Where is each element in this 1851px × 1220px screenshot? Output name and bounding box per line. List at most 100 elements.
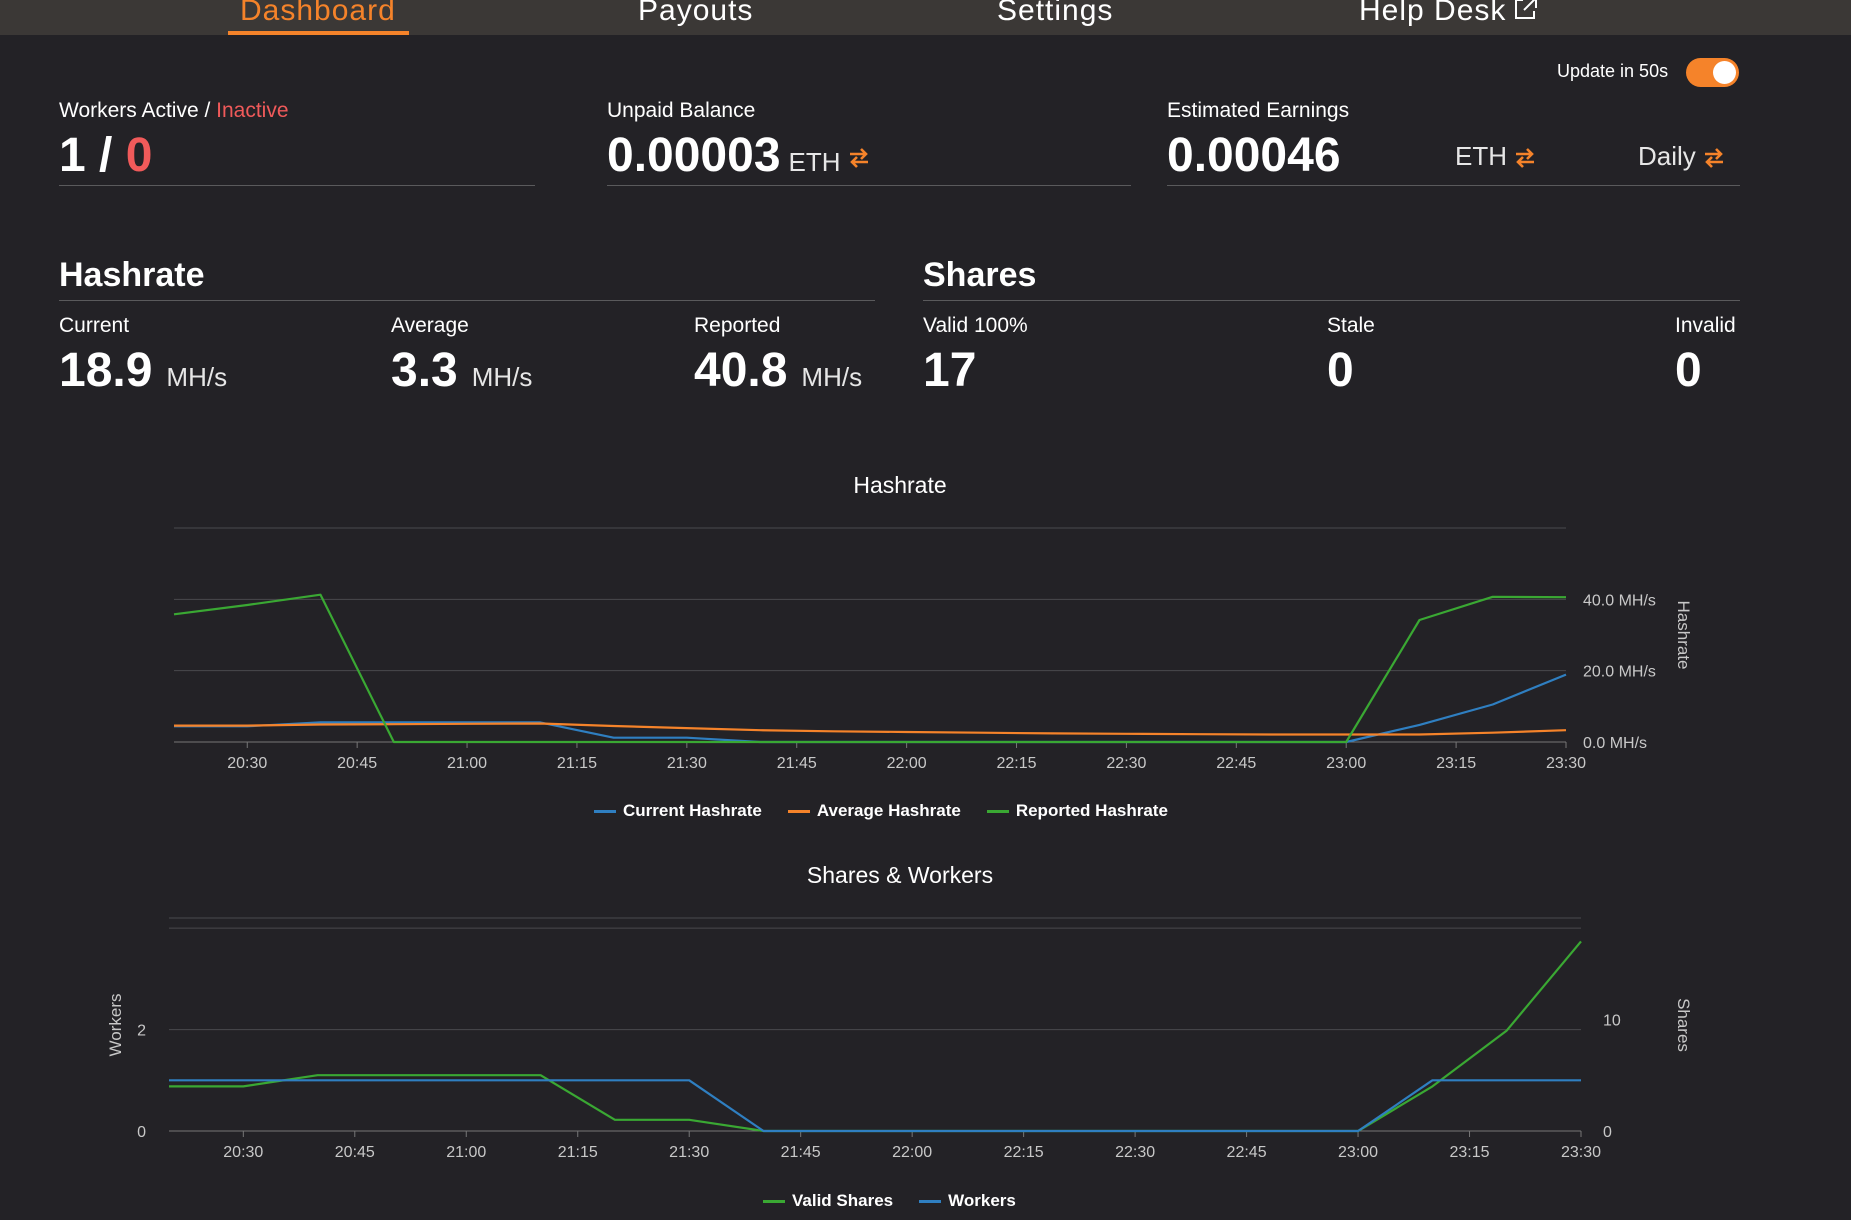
hashrate-chart-y-axis-label: Hashrate <box>1674 601 1693 670</box>
legend-swatch <box>986 809 1009 813</box>
shares-workers-chart-right-tick-label: 0 <box>1603 1124 1612 1141</box>
legend-item-workers[interactable]: Workers <box>919 1191 1016 1211</box>
average-hashrate-value: 3.3 MH/s <box>391 343 532 398</box>
swap-currency-icon <box>1516 148 1534 169</box>
valid-shares-value: 17 <box>923 344 977 397</box>
hashrate-chart-series-reported-hashrate <box>173 593 1567 744</box>
tab-settings[interactable]: Settings <box>997 0 1114 27</box>
hashrate-chart-y-tick-label: 40.0 MH/s <box>1583 592 1656 609</box>
invalid-shares-label: Invalid <box>1675 314 1736 337</box>
workers-value: 1 / 0 <box>59 128 152 183</box>
swap-currency-icon[interactable] <box>847 147 871 169</box>
legend-label: Workers <box>948 1191 1016 1210</box>
hashrate-chart-x-tick-label: 22:30 <box>1106 755 1146 772</box>
unpaid-balance-amount: 0.00003 <box>607 129 781 182</box>
shares-workers-chart-x-tick-label: 21:15 <box>558 1144 598 1161</box>
average-hashrate-label: Average <box>391 314 469 337</box>
active-tab-indicator <box>228 31 409 35</box>
legend-item-average-hashrate[interactable]: Average Hashrate <box>787 801 961 821</box>
hashrate-chart-x-tick-label: 23:30 <box>1546 755 1586 772</box>
shares-workers-chart-left-tick-label: 2 <box>137 1023 146 1040</box>
shares-workers-chart-left-tick-label: 0 <box>137 1124 146 1141</box>
hashrate-chart-x-tick-label: 22:00 <box>887 755 927 772</box>
shares-workers-chart-x-tick-label: 20:30 <box>223 1144 263 1161</box>
shares-workers-chart-x-tick-label: 23:30 <box>1561 1144 1601 1161</box>
toggle-knob <box>1713 61 1736 84</box>
reported-hashrate-unit: MH/s <box>801 362 863 392</box>
workers-active-count: 1 <box>59 129 86 182</box>
hashrate-chart-x-tick-label: 22:15 <box>997 755 1037 772</box>
legend-label: Reported Hashrate <box>1015 801 1168 820</box>
shares-workers-chart-x-tick-label: 20:45 <box>335 1144 375 1161</box>
average-hashrate-number: 3.3 <box>391 344 458 397</box>
legend-item-current-hashrate[interactable]: Current Hashrate <box>594 801 762 821</box>
estimated-earnings-value: 0.00046 <box>1167 129 1341 182</box>
invalid-shares-value: 0 <box>1675 344 1702 397</box>
reported-hashrate-label: Reported <box>694 314 781 337</box>
hashrate-section-title: Hashrate <box>59 256 205 294</box>
unpaid-balance-value: 0.00003 ETH <box>607 128 871 183</box>
shares-workers-chart-x-tick-label: 22:15 <box>1004 1144 1044 1161</box>
earnings-currency-label: ETH <box>1455 141 1507 171</box>
hashrate-chart-x-tick-label: 21:30 <box>667 755 707 772</box>
reported-hashrate-number: 40.8 <box>694 344 788 397</box>
legend-label: Average Hashrate <box>816 801 961 820</box>
shares-workers-chart-x-tick-label: 22:45 <box>1227 1144 1267 1161</box>
legend-item-reported-hashrate[interactable]: Reported Hashrate <box>986 801 1168 821</box>
legend-swatch <box>787 809 810 813</box>
tab-payouts[interactable]: Payouts <box>638 0 754 27</box>
shares-workers-chart-x-tick-label: 21:45 <box>781 1144 821 1161</box>
stale-shares-value: 0 <box>1327 344 1354 397</box>
tab-help-desk-label: Help Desk <box>1359 0 1507 27</box>
earnings-period-label: Daily <box>1638 141 1696 171</box>
legend-item-valid-shares[interactable]: Valid Shares <box>763 1191 893 1211</box>
hashrate-chart-x-tick-label: 20:30 <box>227 755 267 772</box>
tab-dashboard[interactable]: Dashboard <box>240 0 396 27</box>
unpaid-balance-unit: ETH <box>788 147 841 177</box>
hashrate-chart-x-tick-label: 21:15 <box>557 755 597 772</box>
shares-workers-chart-x-tick-label: 21:00 <box>446 1144 486 1161</box>
shares-workers-chart-x-tick-label: 23:00 <box>1338 1144 1378 1161</box>
divider <box>1167 185 1740 186</box>
average-hashrate-unit: MH/s <box>471 362 533 392</box>
workers-separator: / <box>85 129 126 182</box>
current-hashrate-number: 18.9 <box>59 344 153 397</box>
hashrate-chart-title: Hashrate <box>853 472 947 498</box>
current-hashrate-unit: MH/s <box>166 362 228 392</box>
auto-update-toggle[interactable] <box>1686 58 1739 87</box>
earnings-currency-selector[interactable]: ETH <box>1455 141 1537 172</box>
hashrate-chart-x-tick-label: 23:00 <box>1326 755 1366 772</box>
shares-workers-chart-legend: Valid Shares Workers <box>763 1191 1016 1211</box>
hashrate-chart-y-tick-label: 20.0 MH/s <box>1583 664 1656 681</box>
legend-label: Current Hashrate <box>623 801 762 820</box>
shares-workers-chart-right-tick-label: 10 <box>1603 1012 1621 1029</box>
hashrate-chart-x-tick-label: 22:45 <box>1216 755 1256 772</box>
divider <box>59 300 875 301</box>
swap-period-icon <box>1704 148 1723 169</box>
divider <box>59 185 535 186</box>
current-hashrate-label: Current <box>59 314 130 337</box>
hashrate-chart-x-tick-label: 21:45 <box>777 755 817 772</box>
hashrate-chart-x-tick-label: 23:15 <box>1436 755 1476 772</box>
shares-workers-chart-x-tick-label: 22:30 <box>1115 1144 1155 1161</box>
tab-help-desk[interactable]: Help Desk <box>1359 0 1538 28</box>
hashrate-chart-x-tick-label: 20:45 <box>337 755 377 772</box>
shares-workers-chart-x-tick-label: 22:00 <box>892 1144 932 1161</box>
legend-swatch <box>594 809 616 813</box>
earnings-period-selector[interactable]: Daily <box>1638 141 1726 172</box>
shares-workers-chart-x-tick-label: 23:15 <box>1450 1144 1490 1161</box>
workers-label: Workers Active / Inactive <box>59 99 289 123</box>
shares-workers-chart-series-valid-shares <box>169 940 1582 1133</box>
unpaid-balance-label: Unpaid Balance <box>607 99 756 122</box>
divider <box>923 300 1740 301</box>
hashrate-chart-series-average-hashrate <box>174 722 1567 736</box>
shares-workers-chart-left-axis-label: Workers <box>106 994 125 1057</box>
current-hashrate-value: 18.9 MH/s <box>59 343 227 398</box>
legend-label: Valid Shares <box>792 1191 894 1210</box>
workers-label-active: Workers Active / <box>59 99 217 122</box>
external-link-icon <box>1515 0 1538 19</box>
shares-workers-chart-title: Shares & Workers <box>806 862 994 888</box>
reported-hashrate-value: 40.8 MH/s <box>694 343 862 398</box>
divider <box>607 185 1131 186</box>
